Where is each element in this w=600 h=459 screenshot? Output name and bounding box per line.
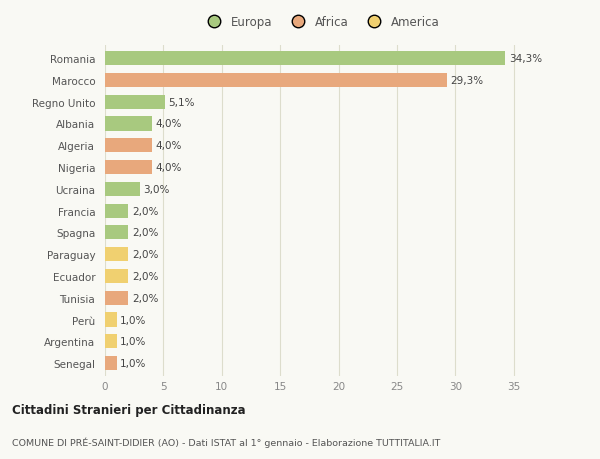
Text: 5,1%: 5,1% <box>168 97 194 107</box>
Bar <box>105 226 128 240</box>
Bar <box>105 335 116 349</box>
Bar <box>105 313 116 327</box>
Text: 1,0%: 1,0% <box>120 358 146 368</box>
Text: 2,0%: 2,0% <box>132 293 158 303</box>
Bar <box>105 139 152 153</box>
Text: 2,0%: 2,0% <box>132 206 158 216</box>
Text: 4,0%: 4,0% <box>155 162 182 173</box>
Text: 34,3%: 34,3% <box>509 54 542 64</box>
Bar <box>105 117 152 131</box>
Text: 2,0%: 2,0% <box>132 250 158 260</box>
Text: 1,0%: 1,0% <box>120 315 146 325</box>
Text: Cittadini Stranieri per Cittadinanza: Cittadini Stranieri per Cittadinanza <box>12 403 245 416</box>
Bar <box>105 204 128 218</box>
Bar <box>105 247 128 262</box>
Bar <box>105 95 164 110</box>
Legend: Europa, Africa, America: Europa, Africa, America <box>197 11 445 34</box>
Bar <box>105 291 128 305</box>
Bar <box>105 269 128 284</box>
Text: 4,0%: 4,0% <box>155 141 182 151</box>
Bar <box>105 73 447 88</box>
Text: 2,0%: 2,0% <box>132 228 158 238</box>
Text: 1,0%: 1,0% <box>120 336 146 347</box>
Bar <box>105 161 152 175</box>
Text: 4,0%: 4,0% <box>155 119 182 129</box>
Text: 2,0%: 2,0% <box>132 271 158 281</box>
Bar <box>105 356 116 370</box>
Text: 29,3%: 29,3% <box>451 76 484 86</box>
Bar <box>105 182 140 196</box>
Bar <box>105 52 505 66</box>
Text: COMUNE DI PRÉ-SAINT-DIDIER (AO) - Dati ISTAT al 1° gennaio - Elaborazione TUTTIT: COMUNE DI PRÉ-SAINT-DIDIER (AO) - Dati I… <box>12 437 440 447</box>
Text: 3,0%: 3,0% <box>143 185 170 195</box>
